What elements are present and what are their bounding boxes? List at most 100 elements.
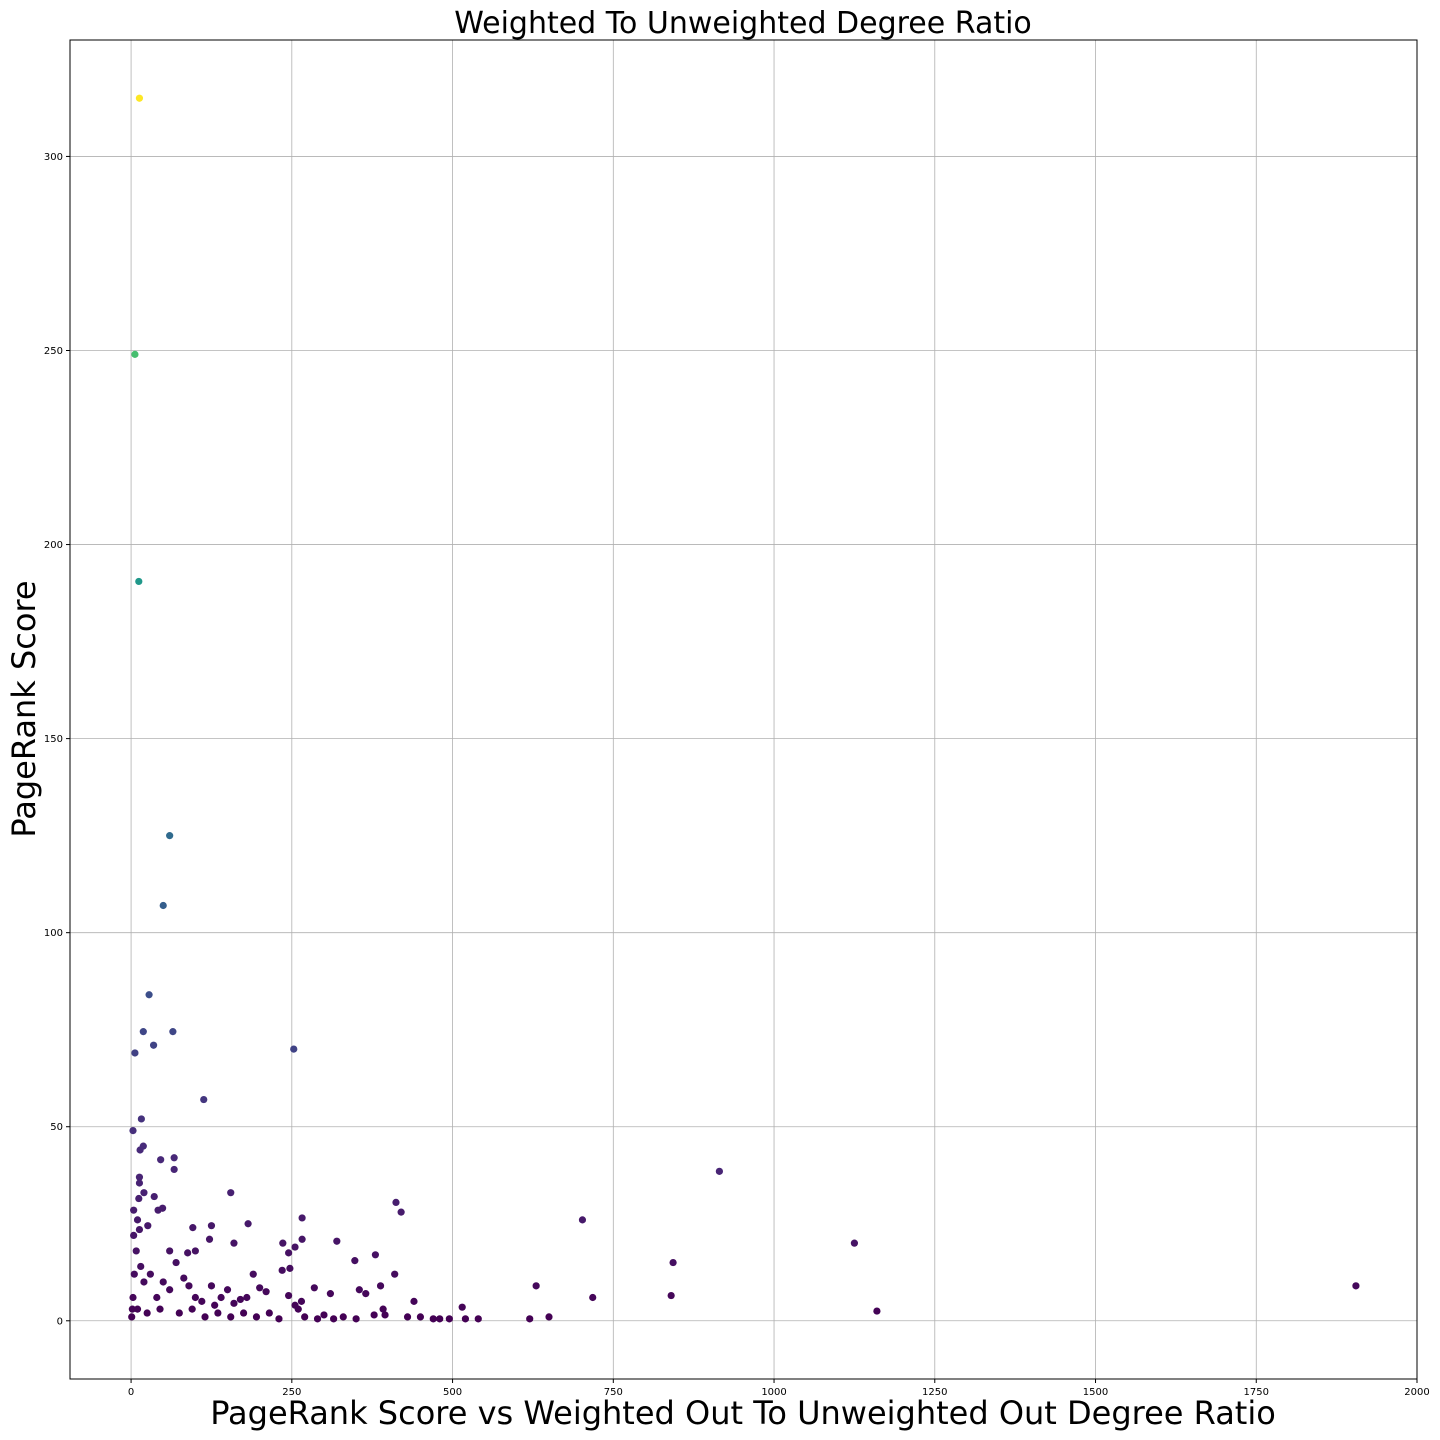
data-point [211, 1301, 219, 1309]
chart-title: Weighted To Unweighted Degree Ratio [454, 6, 1032, 41]
data-point [474, 1315, 482, 1323]
data-point [135, 1194, 143, 1203]
data-point [169, 1028, 177, 1036]
data-point [850, 1239, 859, 1247]
data-point [133, 1305, 142, 1313]
data-point [256, 1284, 264, 1292]
x-tick-label: 1000 [761, 1387, 786, 1398]
data-point [286, 1264, 294, 1272]
y-tick-label: 200 [44, 540, 63, 551]
data-point [285, 1249, 293, 1257]
data-point [1352, 1282, 1360, 1290]
data-point [180, 1274, 188, 1282]
data-point [429, 1315, 437, 1323]
data-point [249, 1270, 257, 1278]
data-point [170, 1154, 178, 1162]
data-point [352, 1315, 360, 1323]
data-point [128, 1305, 136, 1313]
data-point [135, 1173, 144, 1181]
data-point [139, 1142, 147, 1150]
data-point [379, 1305, 387, 1313]
data-point [310, 1284, 318, 1292]
data-point [131, 350, 139, 358]
data-point [135, 577, 143, 586]
data-point [526, 1315, 534, 1323]
data-point [175, 1309, 183, 1317]
data-point [330, 1315, 338, 1323]
data-point [137, 1115, 145, 1123]
data-point [252, 1313, 261, 1321]
data-point [207, 1282, 216, 1290]
y-tick-label: 300 [44, 152, 63, 163]
data-point [333, 1237, 341, 1245]
data-point [191, 1293, 199, 1302]
x-tick-label: 250 [282, 1387, 301, 1398]
data-point [153, 1293, 161, 1302]
data-point [207, 1222, 216, 1230]
data-point [410, 1297, 418, 1305]
data-point [149, 1041, 158, 1049]
data-points [128, 94, 1360, 1323]
data-point [140, 1189, 148, 1197]
data-point [532, 1282, 540, 1290]
data-point [230, 1299, 238, 1307]
x-tick-label: 1500 [1083, 1387, 1108, 1398]
data-point [188, 1305, 196, 1313]
data-point [189, 1224, 197, 1232]
data-point [458, 1303, 466, 1311]
data-point [145, 991, 153, 999]
data-point [230, 1239, 238, 1247]
data-point [397, 1208, 405, 1216]
data-point [391, 1270, 399, 1278]
data-point [140, 1278, 148, 1286]
data-point [275, 1315, 283, 1323]
data-point [262, 1288, 270, 1296]
data-point [436, 1315, 444, 1323]
data-point [278, 1266, 286, 1274]
data-point [589, 1293, 597, 1302]
data-point [291, 1243, 299, 1251]
data-point [131, 1049, 139, 1057]
data-point [239, 1309, 248, 1317]
data-point [227, 1189, 235, 1197]
data-point [362, 1290, 370, 1298]
x-axis-label: PageRank Score vs Weighted Out To Unweig… [210, 1394, 1276, 1432]
data-point [130, 1231, 138, 1239]
x-tick-label: 750 [604, 1387, 623, 1398]
data-point [291, 1301, 299, 1309]
data-point [214, 1309, 222, 1317]
data-point [185, 1282, 193, 1290]
data-point [445, 1315, 453, 1323]
axis-ticks: 0 250 500 750 1000 1250 1500 1750 2000 0 50 100 150 2… [44, 152, 1430, 1398]
data-point [146, 1270, 154, 1278]
data-point [326, 1290, 334, 1298]
y-tick-label: 150 [44, 734, 63, 745]
data-point [191, 1247, 199, 1255]
data-point [416, 1313, 425, 1321]
data-point [461, 1315, 470, 1323]
data-point [715, 1167, 723, 1175]
data-point [157, 1156, 165, 1164]
data-point [290, 1045, 298, 1053]
data-point [144, 1222, 152, 1230]
data-point [150, 1192, 158, 1201]
data-point [376, 1282, 385, 1290]
data-point [297, 1297, 306, 1305]
y-tick-label: 250 [44, 346, 63, 357]
data-point [132, 1247, 140, 1255]
data-point [130, 1270, 138, 1278]
data-point [578, 1216, 587, 1224]
data-point [313, 1315, 322, 1323]
plot-area [69, 39, 1418, 1380]
data-point [298, 1214, 306, 1222]
data-point [381, 1311, 389, 1319]
y-tick-label: 100 [44, 928, 63, 939]
data-point [370, 1311, 378, 1319]
x-tick-label: 2000 [1404, 1387, 1429, 1398]
data-point [392, 1198, 400, 1207]
x-tick-label: 1750 [1244, 1387, 1269, 1398]
data-point [371, 1251, 380, 1259]
data-point [133, 1216, 142, 1224]
data-point [184, 1249, 192, 1257]
